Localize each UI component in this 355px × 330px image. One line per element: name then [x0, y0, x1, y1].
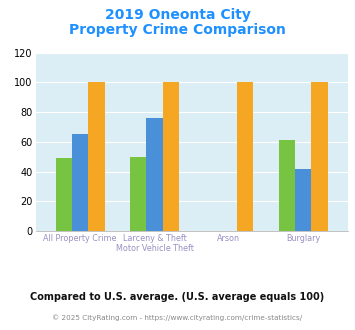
Bar: [72, 134, 88, 231]
Bar: [311, 82, 328, 231]
Bar: [56, 158, 72, 231]
Bar: [130, 157, 146, 231]
Legend: Oneonta City, New York, National: Oneonta City, New York, National: [65, 329, 318, 330]
Bar: [88, 82, 105, 231]
Bar: [163, 82, 179, 231]
Text: © 2025 CityRating.com - https://www.cityrating.com/crime-statistics/: © 2025 CityRating.com - https://www.city…: [53, 314, 302, 321]
Bar: [279, 140, 295, 231]
Bar: [237, 82, 253, 231]
Text: Compared to U.S. average. (U.S. average equals 100): Compared to U.S. average. (U.S. average …: [31, 292, 324, 302]
Text: 2019 Oneonta City: 2019 Oneonta City: [105, 8, 250, 22]
Bar: [146, 118, 163, 231]
Bar: [295, 169, 311, 231]
Text: Property Crime Comparison: Property Crime Comparison: [69, 23, 286, 37]
